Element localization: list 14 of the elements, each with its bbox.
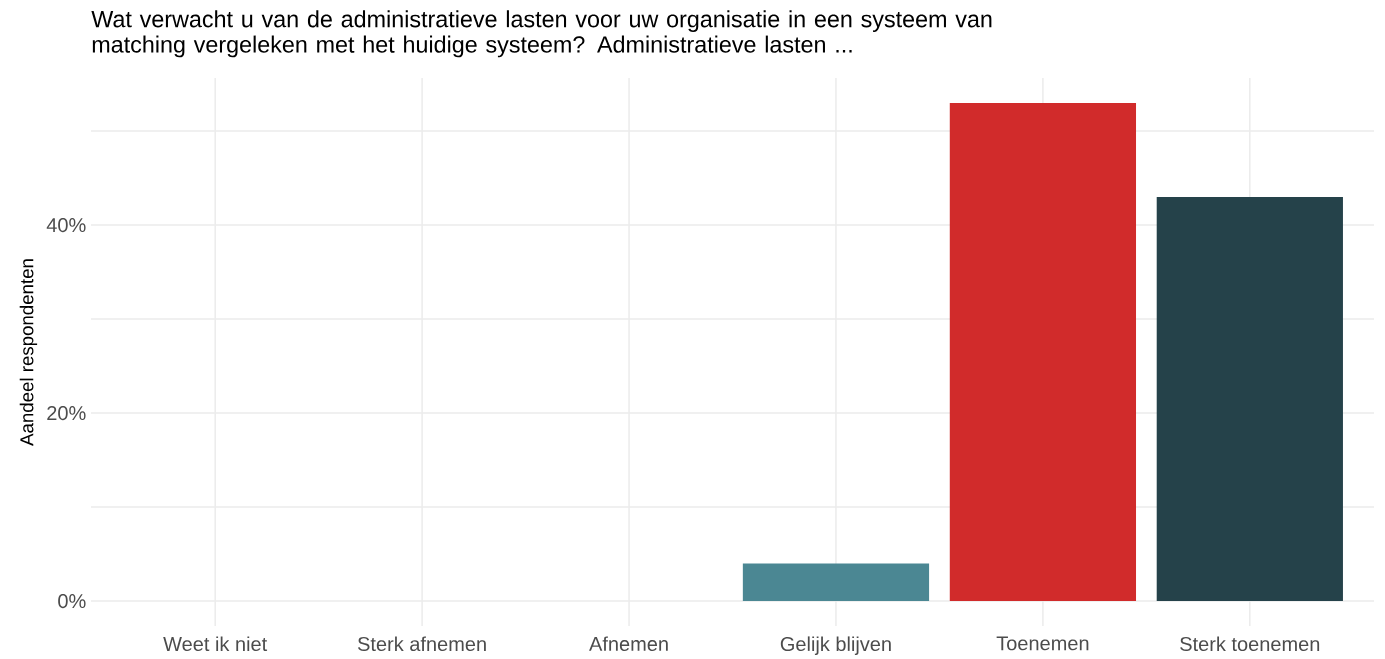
x-tick-label: Toenemen	[996, 636, 1089, 651]
y-axis-title: Aandeel respondenten	[19, 259, 38, 446]
x-tick-label: Sterk afnemen	[357, 636, 486, 652]
bar	[1156, 196, 1343, 602]
y-tick-label: 0%	[58, 593, 86, 609]
x-tick-label: Afnemen	[589, 636, 668, 652]
x-tick-label: Gelijk blijven	[780, 636, 891, 656]
bar	[742, 563, 930, 602]
y-tick-label: 20%	[47, 406, 86, 421]
chart-title: Wat verwacht u van de administratieve lasten voor uw organisatie in een systeem van matching vergeleken met het huidige systeem? Administratieve lasten ...	[91, 10, 992, 58]
bar	[949, 102, 1137, 602]
x-tick-label: Sterk toenemen	[1180, 636, 1320, 652]
x-tick-label: Weet ik niet	[163, 636, 268, 652]
y-tick-label: 40%	[46, 218, 86, 233]
